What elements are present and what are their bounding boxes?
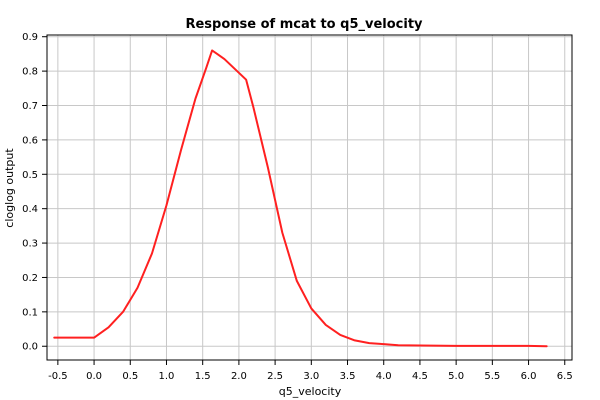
- x-tick-label: 0.0: [86, 371, 102, 382]
- x-tick-label: 3.5: [340, 371, 356, 382]
- series-layer: [53, 49, 548, 348]
- x-axis-label: q5_velocity: [279, 385, 342, 398]
- x-tick-label: 2.0: [231, 371, 247, 382]
- x-tick-label: 4.0: [376, 371, 392, 382]
- x-tick-label: -0.5: [48, 371, 68, 382]
- x-tick-label: 4.5: [412, 371, 428, 382]
- x-tick-label: 5.0: [448, 371, 464, 382]
- y-axis-label: cloglog output: [3, 148, 16, 228]
- plot-frame: [46, 34, 573, 361]
- grid-layer: [47, 35, 572, 360]
- x-tick-label: 3.0: [303, 371, 319, 382]
- x-tick-label: 2.5: [267, 371, 283, 382]
- y-tick-label: 0.2: [22, 273, 38, 284]
- x-tick-label: 0.5: [122, 371, 138, 382]
- ticks-layer: -0.5 0.0 0.5 1.0 1.5 2.0 2.5 3.0 3.5 4.0 4.5 5.0 5.5…: [22, 32, 573, 382]
- y-tick-label: 0.3: [22, 239, 38, 250]
- x-tick-label: 6.0: [521, 371, 537, 382]
- y-tick-label: 0.9: [22, 32, 38, 43]
- y-tick-label: 0.8: [22, 67, 38, 78]
- axis-layer: [46, 34, 573, 361]
- y-tick-label: 0.0: [22, 342, 38, 353]
- y-tick-label: 0.1: [22, 307, 38, 318]
- x-tick-label: 1.5: [195, 371, 211, 382]
- y-tick-label: 0.4: [22, 204, 38, 215]
- chart-title: Response of mcat to q5_velocity: [185, 17, 423, 32]
- y-tick-label: 0.5: [22, 170, 38, 181]
- y-tick-label: 0.7: [22, 101, 38, 112]
- x-tick-label: 5.5: [484, 371, 500, 382]
- series-line: [53, 49, 548, 348]
- x-tick-label: 1.0: [159, 371, 175, 382]
- x-tick-label: 6.5: [557, 371, 573, 382]
- y-tick-label: 0.6: [22, 135, 38, 146]
